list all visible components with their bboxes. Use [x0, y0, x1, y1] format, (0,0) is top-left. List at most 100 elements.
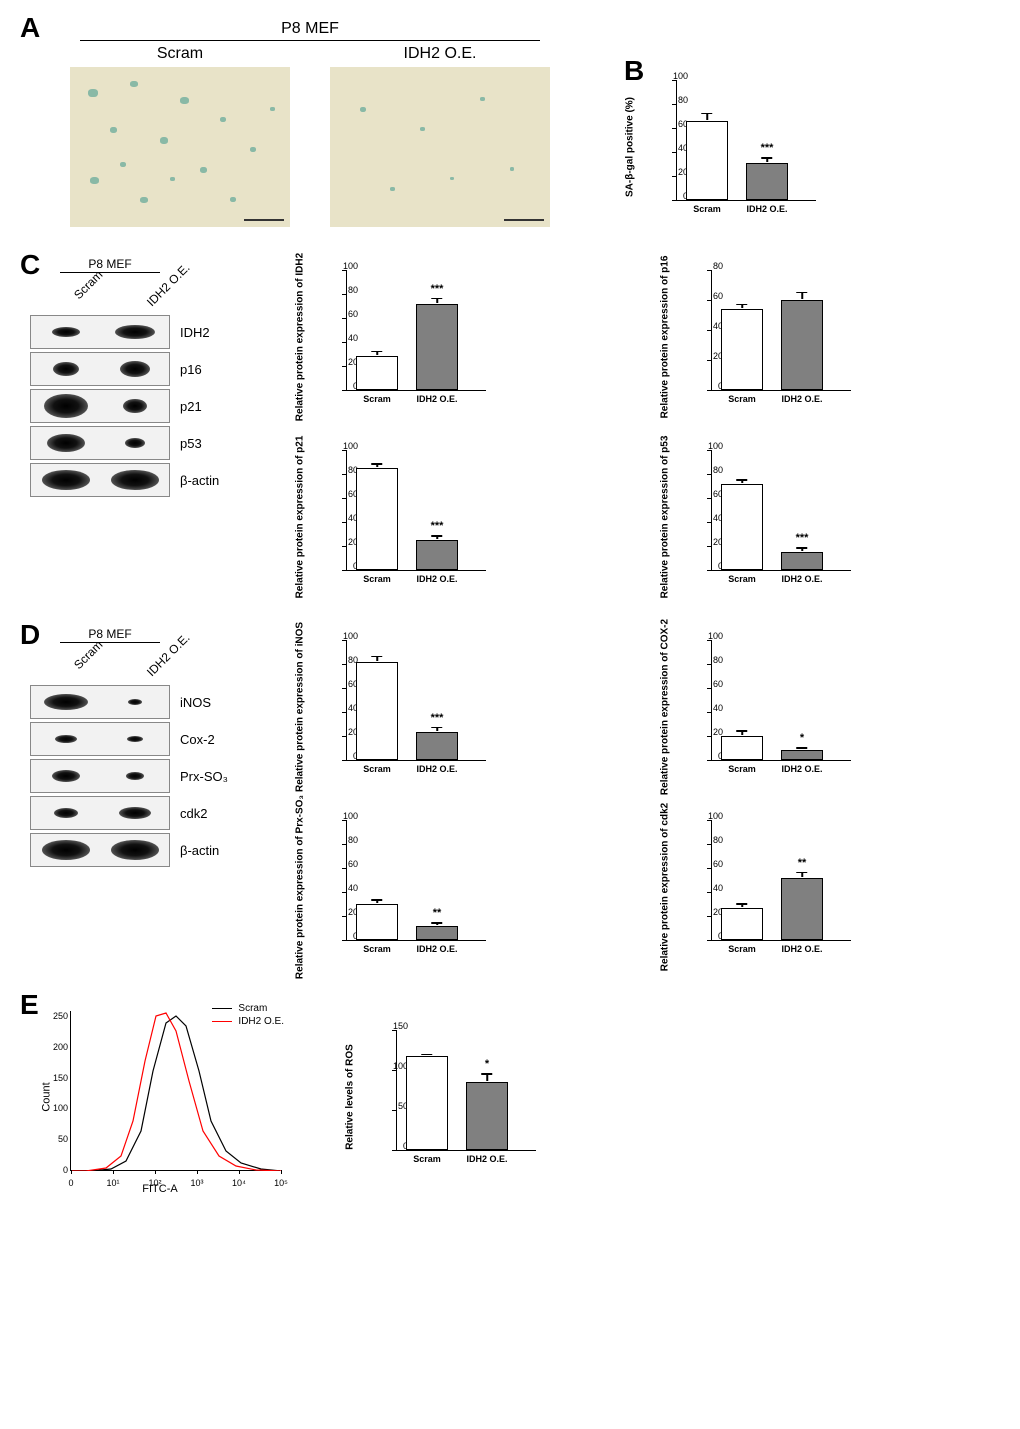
xtick-label: IDH2 O.E. [746, 204, 787, 214]
xtick-label: Scram [363, 574, 391, 584]
xtick-label: IDH2 O.E. [416, 574, 457, 584]
blot-row [30, 685, 170, 719]
bar [721, 736, 763, 760]
chart-ylabel: Relative protein expression of p21 [295, 436, 306, 599]
bar [406, 1056, 448, 1150]
xtick-label: IDH2 O.E. [781, 574, 822, 584]
xtick-label: Scram [363, 944, 391, 954]
panel-c: C P8 MEF ScramIDH2 O.E.IDH2p16p21p53β-ac… [30, 257, 990, 597]
bar [781, 878, 823, 940]
panel-d-label: D [20, 619, 40, 651]
flow-xtick: 10⁴ [232, 1178, 246, 1188]
blot-row [30, 759, 170, 793]
flow-xtick: 10³ [190, 1178, 203, 1188]
significance-label: *** [761, 142, 774, 154]
flow-ytick: 250 [53, 1011, 68, 1021]
blot-row [30, 426, 170, 460]
flow-ytick: 100 [53, 1103, 68, 1113]
significance-label: *** [431, 520, 444, 532]
target-label: p21 [180, 399, 202, 414]
blot-row [30, 796, 170, 830]
xtick-label: Scram [363, 764, 391, 774]
chart-sa-bgal: SA-β-gal positive (%)020406080100Scram**… [630, 67, 870, 227]
micrograph-oe [330, 67, 550, 227]
blot-row [30, 722, 170, 756]
target-label: Prx-SO₃ [180, 769, 228, 784]
xtick-label: Scram [728, 394, 756, 404]
micro-title-scram: Scram [70, 45, 290, 63]
xtick-label: IDH2 O.E. [416, 944, 457, 954]
bar [356, 356, 398, 390]
xtick-label: Scram [728, 944, 756, 954]
bar [416, 304, 458, 390]
xtick-label: IDH2 O.E. [781, 944, 822, 954]
target-label: iNOS [180, 695, 211, 710]
bar [466, 1082, 508, 1150]
flow-ytick: 0 [63, 1165, 68, 1175]
panel-c-label: C [20, 249, 40, 281]
blot-row [30, 389, 170, 423]
xtick-label: Scram [693, 204, 721, 214]
target-label: IDH2 [180, 325, 210, 340]
legend-item: Scram [212, 1003, 284, 1014]
figure: A P8 MEF Scram IDH2 O.E. B SA-β-gal posi… [30, 20, 990, 1197]
flow-ytick: 200 [53, 1042, 68, 1052]
chart-ylabel: Relative protein expression of p16 [660, 256, 671, 419]
p8-header: P8 MEF [80, 20, 540, 41]
flow-xlabel: FITC-A [142, 1183, 177, 1195]
panel-a-label: A [20, 12, 40, 44]
flow-histogram: Count 010¹10²10³10⁴10⁵050100150200250 FI… [30, 997, 290, 1197]
bar [686, 121, 728, 200]
blot-row [30, 463, 170, 497]
flow-ytick: 150 [53, 1073, 68, 1083]
xtick-label: IDH2 O.E. [466, 1154, 507, 1164]
significance-label: *** [431, 283, 444, 295]
blot-row [30, 352, 170, 386]
target-label: β-actin [180, 843, 219, 858]
legend-item: IDH2 O.E. [212, 1016, 284, 1027]
bar [416, 732, 458, 760]
flow-legend: Scram IDH2 O.E. [212, 1003, 284, 1029]
bar [416, 540, 458, 570]
micrograph-row: Scram IDH2 O.E. [30, 45, 590, 227]
flow-plot: 010¹10²10³10⁴10⁵050100150200250 [70, 1011, 280, 1171]
chart-ylabel: Relative protein expression of iNOS [295, 622, 306, 792]
xtick-label: Scram [413, 1154, 441, 1164]
significance-label: ** [798, 857, 807, 869]
significance-label: * [485, 1058, 489, 1070]
bar [781, 750, 823, 760]
flow-xtick: 0 [68, 1178, 73, 1188]
xtick-label: Scram [728, 764, 756, 774]
panel-d: D P8 MEF ScramIDH2 O.E.iNOSCox-2Prx-SO₃c… [30, 627, 990, 967]
significance-label: *** [796, 532, 809, 544]
bar [721, 908, 763, 940]
bar [356, 468, 398, 570]
target-label: p16 [180, 362, 202, 377]
xtick-label: IDH2 O.E. [416, 764, 457, 774]
bar [416, 926, 458, 940]
bar [721, 309, 763, 390]
panel-e: E Count 010¹10²10³10⁴10⁵050100150200250 … [30, 997, 990, 1197]
target-label: β-actin [180, 473, 219, 488]
bar [781, 552, 823, 570]
xtick-label: IDH2 O.E. [781, 764, 822, 774]
target-label: cdk2 [180, 806, 207, 821]
charts-c: Relative protein expression of IDH202040… [300, 257, 990, 597]
significance-label: ** [433, 907, 442, 919]
chart-ylabel: Relative protein expression of COX-2 [660, 619, 671, 795]
target-label: p53 [180, 436, 202, 451]
blot-row [30, 315, 170, 349]
chart-ros: Relative levels of ROS050100150Scram*IDH… [350, 1017, 550, 1177]
micro-title-oe: IDH2 O.E. [330, 45, 550, 63]
chart-ylabel: SA-β-gal positive (%) [625, 97, 636, 197]
xtick-label: Scram [363, 394, 391, 404]
chart-ylabel: Relative protein expression of cdk2 [660, 803, 671, 971]
flow-xtick: 10¹ [106, 1178, 119, 1188]
western-blot-c: ScramIDH2 O.E.IDH2p16p21p53β-actin [30, 297, 270, 497]
xtick-label: IDH2 O.E. [416, 394, 457, 404]
flow-xtick: 10⁵ [274, 1178, 288, 1188]
micrograph-scram [70, 67, 290, 227]
xtick-label: IDH2 O.E. [781, 394, 822, 404]
bar [746, 163, 788, 200]
flow-ytick: 50 [58, 1134, 68, 1144]
